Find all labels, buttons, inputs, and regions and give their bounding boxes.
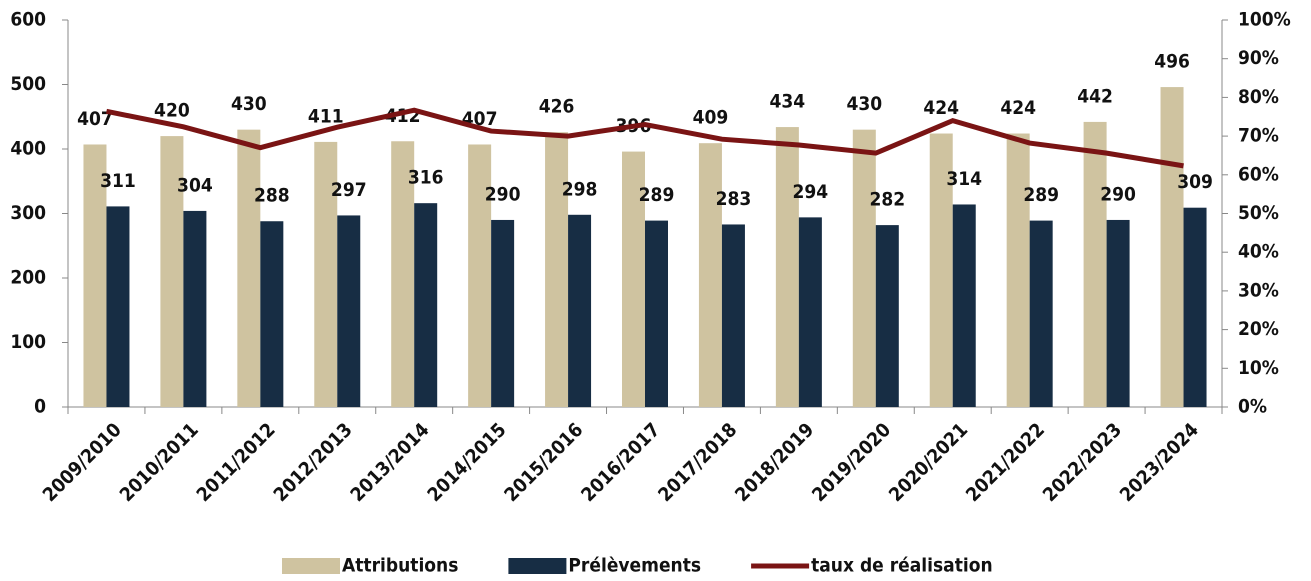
bar [260,221,284,407]
y-tick-label: 300 [10,202,46,224]
legend-label: Attributions [342,555,458,577]
bar [1160,87,1184,407]
legend-label: taux de réalisation [811,555,993,577]
x-tick-label: 2010/2011 [116,419,203,506]
x-tick-label: 2013/2014 [346,419,433,506]
data-label: 411 [308,105,344,127]
bar [491,219,515,407]
x-tick-label: 2023/2024 [1116,419,1203,506]
y-tick-label: 600 [10,9,46,31]
bar [645,220,668,407]
data-label: 420 [154,100,190,122]
data-label: 283 [716,188,752,210]
legend-swatch [282,558,340,574]
y2-tick-label: 80% [1238,86,1279,108]
bar [775,127,799,407]
line [105,107,1184,169]
bar [929,133,953,407]
data-label: 424 [923,97,959,119]
bar [337,215,361,407]
data-label: 309 [1177,171,1213,193]
bar [875,225,899,407]
y-tick-label: 500 [10,73,46,95]
bar [952,204,976,407]
y-tick-label: 0 [34,396,46,418]
x-tick-label: 2014/2015 [423,419,510,506]
y2-tick-label: 10% [1238,357,1279,379]
bar [1029,220,1053,407]
bar [1083,121,1107,407]
data-label: 314 [946,168,982,190]
data-label: 434 [770,91,806,113]
y-tick-label: 200 [10,267,46,289]
data-label: 304 [177,174,213,196]
bar [1006,133,1030,407]
y2-tick-label: 70% [1238,125,1279,147]
data-label: 290 [1100,183,1136,205]
data-label: 430 [231,93,267,115]
bar [83,144,107,408]
data-label: 409 [693,107,729,129]
bar [545,132,569,408]
data-label: 288 [254,185,290,207]
x-tick-label: 2020/2021 [885,419,972,506]
y2-tick-label: 20% [1238,318,1279,340]
bar [1183,207,1207,407]
bar [622,151,645,407]
bar [568,214,592,407]
data-label: 316 [408,167,444,189]
bar [391,141,415,407]
y2-tick-label: 90% [1238,47,1279,69]
data-label: 407 [77,108,113,130]
bar [414,203,438,407]
x-tick-label: 2016/2017 [577,419,664,506]
bar [798,217,822,407]
x-tick-label: 2017/2018 [654,419,741,506]
data-label: 426 [539,96,575,118]
data-label: 297 [331,179,367,201]
bar [106,206,130,407]
bar [183,210,207,407]
data-label: 294 [793,181,829,203]
y2-tick-label: 50% [1238,202,1279,224]
bar [160,136,184,407]
y2-tick-label: 60% [1238,163,1279,185]
bar [1106,219,1130,407]
bar [237,129,261,407]
x-tick-label: 2009/2010 [39,419,126,506]
y2-tick-label: 0% [1238,396,1267,418]
bar [698,143,722,407]
bar [721,224,745,407]
y-tick-label: 400 [10,138,46,160]
y2-tick-label: 30% [1238,279,1279,301]
bar [314,141,338,407]
x-tick-label: 2021/2022 [962,419,1049,506]
bar [468,144,492,408]
data-label: 289 [1023,184,1059,206]
y-tick-label: 100 [10,331,46,353]
data-label: 496 [1154,51,1190,73]
legend-label: Prélèvements [568,555,701,577]
x-tick-label: 2019/2020 [808,419,895,506]
data-label: 298 [562,178,598,200]
bar [852,129,876,407]
data-label: 430 [846,93,882,115]
y2-tick-label: 100% [1238,9,1291,31]
data-label: 289 [639,184,675,206]
x-tick-label: 2011/2012 [192,419,279,506]
data-label: 442 [1077,85,1113,107]
x-tick-label: 2015/2016 [500,419,587,506]
x-tick-label: 2012/2013 [269,419,356,506]
x-tick-label: 2018/2019 [731,419,818,506]
data-label: 290 [485,183,521,205]
data-label: 282 [869,189,905,211]
y2-tick-label: 40% [1238,241,1279,263]
data-label: 424 [1000,97,1036,119]
legend-swatch [508,558,567,574]
x-tick-label: 2022/2023 [1039,419,1126,506]
data-label: 311 [100,170,136,192]
